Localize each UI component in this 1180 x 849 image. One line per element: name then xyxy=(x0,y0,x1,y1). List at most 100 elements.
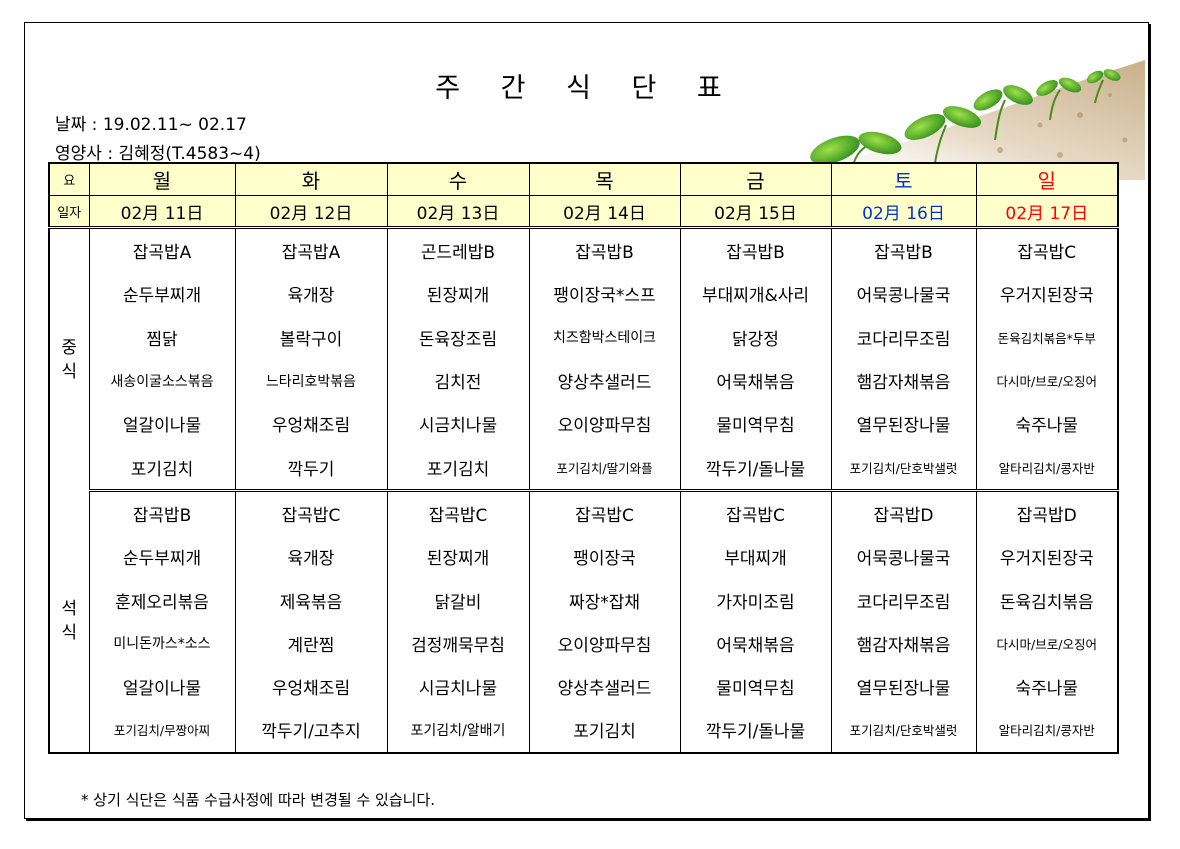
menu-item: 햄감자채볶음 xyxy=(830,621,977,665)
dinner-row: 석식 잡곡밥B 잡곡밥C 잡곡밥C 잡곡밥C 잡곡밥C 잡곡밥D 잡곡밥D xyxy=(48,490,1119,753)
lunch-row: 찜닭 볼락구이 돈육장조림 치즈함박스테이크 닭강정 코다리무조림 돈육김치볶음… xyxy=(49,315,1119,359)
date-fri: 02月 15日 xyxy=(679,195,832,229)
menu-item: 찜닭 xyxy=(88,315,236,359)
lunch-row: 중식 잡곡밥A 잡곡밥A 곤드레밥B 잡곡밥B 잡곡밥B 잡곡밥B 잡곡밥C xyxy=(48,227,1119,491)
day-sun: 일 xyxy=(975,163,1119,196)
menu-item: 물미역무침 xyxy=(679,402,832,446)
menu-item: 어묵콩나물국 xyxy=(830,272,977,316)
menu-item: 깍두기 xyxy=(234,445,388,492)
menu-item: 계란찜 xyxy=(234,621,388,665)
menu-item: 숙주나물 xyxy=(975,664,1119,709)
dinner-label: 석식 xyxy=(48,490,90,753)
lunch-label: 중식 xyxy=(48,227,90,491)
date-sun: 02月 17日 xyxy=(975,195,1119,229)
menu-item: 포기김치/딸기와플 xyxy=(528,445,681,492)
menu-item: 깍두기/돌나물 xyxy=(679,445,832,492)
menu-item: 숙주나물 xyxy=(975,402,1119,446)
menu-item: 알타리김치/콩자반 xyxy=(975,445,1119,492)
menu-item: 깍두기/고추지 xyxy=(234,708,388,753)
menu-item: 잡곡밥C xyxy=(975,227,1119,273)
date-wed: 02月 13日 xyxy=(386,195,530,229)
menu-item: 제육볶음 xyxy=(234,578,388,622)
page-title: 주 간 식 단 표 xyxy=(435,73,738,104)
menu-item: 잡곡밥A xyxy=(88,227,236,273)
day-header-row: 요 월 화 수 목 금 토 일 xyxy=(48,163,1119,196)
date-sat: 02月 16日 xyxy=(830,195,977,229)
menu-item: 우엉채조림 xyxy=(234,402,388,446)
menu-item: 얼갈이나물 xyxy=(88,664,236,709)
menu-item: 우엉채조림 xyxy=(234,664,388,709)
menu-item: 햄감자채볶음 xyxy=(830,358,977,403)
menu-item: 물미역무침 xyxy=(679,664,832,709)
date-label: 일자 xyxy=(48,195,90,229)
menu-item: 순두부찌개 xyxy=(88,535,236,579)
menu-item: 느타리호박볶음 xyxy=(234,358,388,403)
menu-item: 잡곡밥B xyxy=(830,227,977,273)
menu-item: 시금치나물 xyxy=(386,664,530,709)
menu-item: 미니돈까스*소스 xyxy=(88,621,236,665)
date-mon: 02月 11日 xyxy=(88,195,236,229)
menu-item: 시금치나물 xyxy=(386,402,530,446)
menu-item: 팽이장국*스프 xyxy=(528,272,681,316)
date-range: 날짜 : 19.02.11~ 02.17 xyxy=(55,115,247,135)
menu-item: 곤드레밥B xyxy=(386,227,530,273)
menu-item: 잡곡밥B xyxy=(679,227,832,273)
menu-item: 잡곡밥D xyxy=(975,490,1119,536)
menu-item: 닭강정 xyxy=(679,315,832,359)
menu-item: 돈육장조림 xyxy=(386,315,530,359)
menu-item: 포기김치 xyxy=(386,445,530,492)
dinner-row: 얼갈이나물 우엉채조림 시금치나물 양상추샐러드 물미역무침 열무된장나물 숙주… xyxy=(49,664,1119,709)
menu-item: 순두부찌개 xyxy=(88,272,236,316)
menu-item: 오이양파무침 xyxy=(528,621,681,665)
nutritionist-info: 영양사 : 김혜정(T.4583~4) xyxy=(55,144,261,164)
menu-item: 치즈함박스테이크 xyxy=(528,315,681,359)
date-thu: 02月 14日 xyxy=(528,195,681,229)
menu-item: 어묵채볶음 xyxy=(679,621,832,665)
menu-item: 검정깨묵무침 xyxy=(386,621,530,665)
menu-item: 우거지된장국 xyxy=(975,535,1119,579)
menu-item: 잡곡밥A xyxy=(234,227,388,273)
menu-item: 돈육김치볶음 xyxy=(975,578,1119,622)
day-label: 요 xyxy=(48,163,90,196)
menu-item: 포기김치/단호박샐럿 xyxy=(830,445,977,492)
menu-item: 다시마/브로/오징어 xyxy=(975,358,1119,403)
menu-item: 새송이굴소스볶음 xyxy=(88,358,236,403)
lunch-row: 포기김치 깍두기 포기김치 포기김치/딸기와플 깍두기/돌나물 포기김치/단호박… xyxy=(49,445,1119,492)
lunch-row: 새송이굴소스볶음 느타리호박볶음 김치전 양상추샐러드 어묵채볶음 햄감자채볶음… xyxy=(49,358,1119,403)
dinner-row: 훈제오리볶음 제육볶음 닭갈비 짜장*잡채 가자미조림 코다리무조림 돈육김치볶… xyxy=(49,578,1119,622)
menu-item: 짜장*잡채 xyxy=(528,578,681,622)
menu-item: 닭갈비 xyxy=(386,578,530,622)
menu-item: 얼갈이나물 xyxy=(88,402,236,446)
footnote: * 상기 식단은 식품 수급사정에 따라 변경될 수 있습니다. xyxy=(81,791,436,809)
menu-item: 부대찌개&사리 xyxy=(679,272,832,316)
menu-item: 된장찌개 xyxy=(386,535,530,579)
menu-item: 육개장 xyxy=(234,272,388,316)
menu-item: 코다리무조림 xyxy=(830,315,977,359)
menu-item: 포기김치 xyxy=(528,708,681,753)
menu-item: 가자미조림 xyxy=(679,578,832,622)
dinner-row: 포기김치/무짱아찌 깍두기/고추지 포기김치/알배기 포기김치 깍두기/돌나물 … xyxy=(49,708,1119,753)
day-sat: 토 xyxy=(830,163,977,196)
menu-item: 팽이장국 xyxy=(528,535,681,579)
day-wed: 수 xyxy=(386,163,530,196)
day-fri: 금 xyxy=(679,163,832,196)
lunch-row: 순두부찌개 육개장 된장찌개 팽이장국*스프 부대찌개&사리 어묵콩나물국 우거… xyxy=(49,272,1119,316)
menu-item: 깍두기/돌나물 xyxy=(679,708,832,753)
menu-item: 돈육김치볶음*두부 xyxy=(975,315,1119,359)
menu-item: 부대찌개 xyxy=(679,535,832,579)
menu-item: 잡곡밥C xyxy=(386,490,530,536)
menu-item: 잡곡밥C xyxy=(234,490,388,536)
date-row: 일자 02月 11日 02月 12日 02月 13日 02月 14日 02月 1… xyxy=(48,195,1119,229)
menu-item: 오이양파무침 xyxy=(528,402,681,446)
menu-item: 육개장 xyxy=(234,535,388,579)
menu-item: 잡곡밥B xyxy=(88,490,236,536)
day-thu: 목 xyxy=(528,163,681,196)
menu-item: 다시마/브로/오징어 xyxy=(975,621,1119,665)
menu-item: 잡곡밥D xyxy=(830,490,977,536)
menu-item: 포기김치/무짱아찌 xyxy=(88,708,236,753)
menu-item: 양상추샐러드 xyxy=(528,664,681,709)
menu-item: 잡곡밥B xyxy=(528,227,681,273)
menu-item: 김치전 xyxy=(386,358,530,403)
menu-item: 포기김치/알배기 xyxy=(386,708,530,753)
menu-item: 포기김치/단호박샐럿 xyxy=(830,708,977,753)
